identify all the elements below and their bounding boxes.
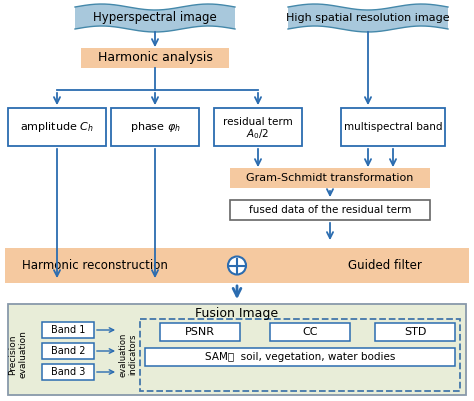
Text: Gram-Schmidt transformation: Gram-Schmidt transformation — [246, 173, 414, 183]
FancyBboxPatch shape — [111, 108, 199, 146]
FancyBboxPatch shape — [8, 108, 106, 146]
FancyBboxPatch shape — [230, 200, 430, 220]
Text: $A_0/2$: $A_0/2$ — [246, 127, 270, 141]
FancyBboxPatch shape — [270, 323, 350, 341]
FancyBboxPatch shape — [5, 248, 469, 283]
Text: Guided filter: Guided filter — [348, 259, 422, 272]
Text: evaluation
indicators: evaluation indicators — [118, 332, 138, 377]
FancyBboxPatch shape — [42, 364, 94, 380]
Text: PSNR: PSNR — [185, 327, 215, 337]
Text: Band 2: Band 2 — [51, 346, 85, 356]
Text: STD: STD — [404, 327, 426, 337]
Text: Hyperspectral image: Hyperspectral image — [93, 12, 217, 24]
Text: High spatial resolution image: High spatial resolution image — [286, 13, 450, 23]
Text: amplitude $C_h$: amplitude $C_h$ — [20, 120, 94, 134]
FancyBboxPatch shape — [375, 323, 455, 341]
Text: Harmonic reconstruction: Harmonic reconstruction — [22, 259, 168, 272]
Text: residual term: residual term — [223, 117, 293, 127]
FancyBboxPatch shape — [8, 304, 466, 395]
Text: Band 1: Band 1 — [51, 325, 85, 335]
Text: Harmonic analysis: Harmonic analysis — [98, 51, 212, 65]
Text: fused data of the residual term: fused data of the residual term — [249, 205, 411, 215]
FancyBboxPatch shape — [42, 343, 94, 359]
FancyBboxPatch shape — [341, 108, 445, 146]
Text: phase $\varphi_h$: phase $\varphi_h$ — [129, 120, 181, 134]
Text: multispectral band: multispectral band — [344, 122, 442, 132]
Text: Fusion Image: Fusion Image — [195, 306, 279, 320]
FancyBboxPatch shape — [145, 348, 455, 366]
Polygon shape — [288, 4, 448, 32]
Text: Band 3: Band 3 — [51, 367, 85, 377]
Circle shape — [228, 257, 246, 275]
Text: CC: CC — [302, 327, 318, 337]
FancyBboxPatch shape — [214, 108, 302, 146]
FancyBboxPatch shape — [81, 48, 229, 68]
Text: SAM：  soil, vegetation, water bodies: SAM： soil, vegetation, water bodies — [205, 352, 395, 362]
FancyBboxPatch shape — [160, 323, 240, 341]
FancyBboxPatch shape — [42, 322, 94, 338]
FancyBboxPatch shape — [230, 168, 430, 188]
Polygon shape — [75, 4, 235, 32]
Text: Precision
evaluation: Precision evaluation — [9, 330, 27, 379]
